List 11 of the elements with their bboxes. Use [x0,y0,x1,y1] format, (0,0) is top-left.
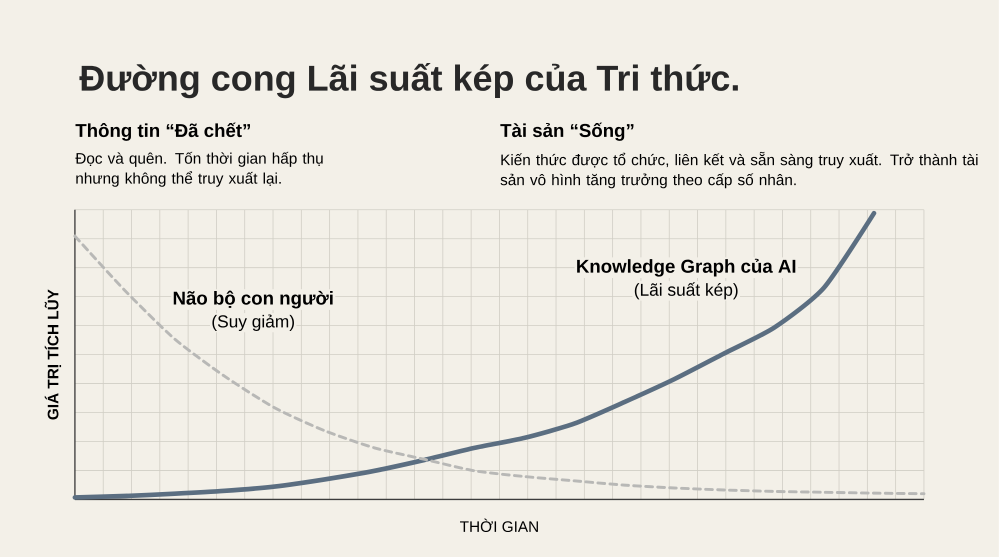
text: Thông tin “Đã chết” [76,122,250,141]
series-label: Não bộ con người [174,290,333,308]
series-label: Knowledge Graph của AI [577,258,796,276]
chart-title: Đường cong Lãi suất kép của Tri thức. [79,62,738,98]
text: Tài sản “Sống” [500,122,634,141]
text: Kiến thức được tổ chức, liên kết và sẵn sàng truy xuất. Trở thành tài sản vô hình tăng trưởng theo cấp số nhân. [500,152,978,188]
y-axis-title: GIÁ TRỊ TÍCH LŨY [44,289,62,420]
x-axis-title: THỜI GIAN [460,518,538,532]
annotation: (Lãi suất kép) [634,282,738,300]
text: Đọc và quên. Tốn thời gian hấp thụ nhưng không thể truy xuất lại. [75,152,323,187]
annotation: (Suy giảm) [212,314,294,331]
